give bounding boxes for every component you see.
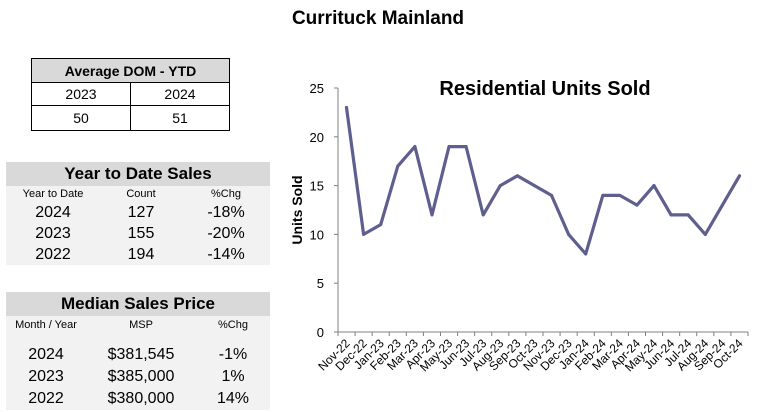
data-point — [669, 213, 673, 217]
msp-panel-title: Median Sales Price — [6, 292, 270, 316]
ytd-header-count: Count — [126, 188, 156, 200]
ytd-header-year: Year to Date — [22, 188, 84, 200]
ytd-count: 155 — [127, 224, 155, 242]
data-point — [345, 106, 349, 110]
median-sales-price-panel: Median Sales Price Month / Year MSP %Chg… — [6, 292, 270, 410]
data-point — [515, 174, 519, 178]
ytd-count: 127 — [127, 203, 155, 221]
dom-value-cell: 51 — [129, 105, 231, 131]
data-point — [720, 203, 724, 207]
data-point — [601, 193, 605, 197]
data-point — [532, 184, 536, 188]
chart-title: Residential Units Sold — [439, 78, 650, 100]
y-axis-label: Units Sold — [289, 175, 305, 244]
data-point — [686, 213, 690, 217]
data-point — [635, 203, 639, 207]
msp-row: 2023 $385,000 1% — [6, 366, 270, 388]
ytd-header-change: %Chg — [211, 188, 241, 200]
y-tick-label: 25 — [310, 81, 324, 96]
ytd-row: 2024 127 -18% — [6, 202, 270, 223]
msp-change: 1% — [221, 368, 245, 385]
y-tick-label: 15 — [310, 179, 324, 194]
msp-year: 2022 — [28, 390, 64, 407]
msp-change: -1% — [218, 346, 248, 363]
msp-change: 14% — [216, 390, 250, 407]
data-point — [498, 184, 502, 188]
data-point — [652, 184, 656, 188]
ytd-column-headers: Year to Date Count %Chg — [6, 186, 270, 202]
msp-price: $385,000 — [107, 368, 175, 385]
year-to-date-sales-panel: Year to Date Sales Year to Date Count %C… — [6, 162, 270, 265]
y-tick-label: 5 — [317, 276, 324, 291]
data-point — [362, 232, 366, 236]
ytd-row: 2023 155 -20% — [6, 223, 270, 244]
ytd-year: 2022 — [35, 245, 71, 263]
average-dom-table: Average DOM - YTD 2023 2024 50 51 — [31, 58, 231, 131]
msp-header-month-year: Month / Year — [15, 319, 77, 331]
msp-price: $381,545 — [107, 346, 175, 363]
ytd-change: -20% — [207, 224, 245, 242]
msp-year: 2023 — [28, 368, 64, 385]
msp-row: 2022 $380,000 14% — [6, 388, 270, 410]
ytd-change: -14% — [207, 245, 245, 263]
y-tick-label: 10 — [310, 227, 324, 242]
data-point — [618, 193, 622, 197]
msp-price: $380,000 — [107, 390, 175, 407]
ytd-panel-title: Year to Date Sales — [6, 162, 270, 186]
y-tick-label: 20 — [310, 130, 324, 145]
data-point — [396, 164, 400, 168]
data-point — [737, 174, 741, 178]
msp-header-change: %Chg — [218, 319, 248, 331]
dom-value-cell: 50 — [31, 105, 131, 131]
ytd-change: -18% — [207, 203, 245, 221]
data-point — [413, 145, 417, 149]
msp-column-headers: Month / Year MSP %Chg — [6, 316, 270, 344]
data-point — [584, 252, 588, 256]
data-point — [447, 145, 451, 149]
data-point — [567, 232, 571, 236]
series-line — [344, 105, 742, 256]
y-tick-label: 0 — [317, 325, 324, 340]
data-point — [481, 213, 485, 217]
msp-header-msp: MSP — [129, 319, 153, 331]
ytd-count: 194 — [127, 245, 155, 263]
msp-year: 2024 — [28, 346, 64, 363]
data-point — [703, 232, 707, 236]
msp-row: 2024 $381,545 -1% — [6, 344, 270, 366]
data-point — [464, 145, 468, 149]
ytd-year: 2023 — [35, 224, 71, 242]
data-point — [550, 193, 554, 197]
page-title: Currituck Mainland — [291, 8, 465, 29]
data-point — [430, 213, 434, 217]
ytd-row: 2022 194 -14% — [6, 244, 270, 265]
data-point — [379, 223, 383, 227]
ytd-year: 2024 — [35, 203, 71, 221]
